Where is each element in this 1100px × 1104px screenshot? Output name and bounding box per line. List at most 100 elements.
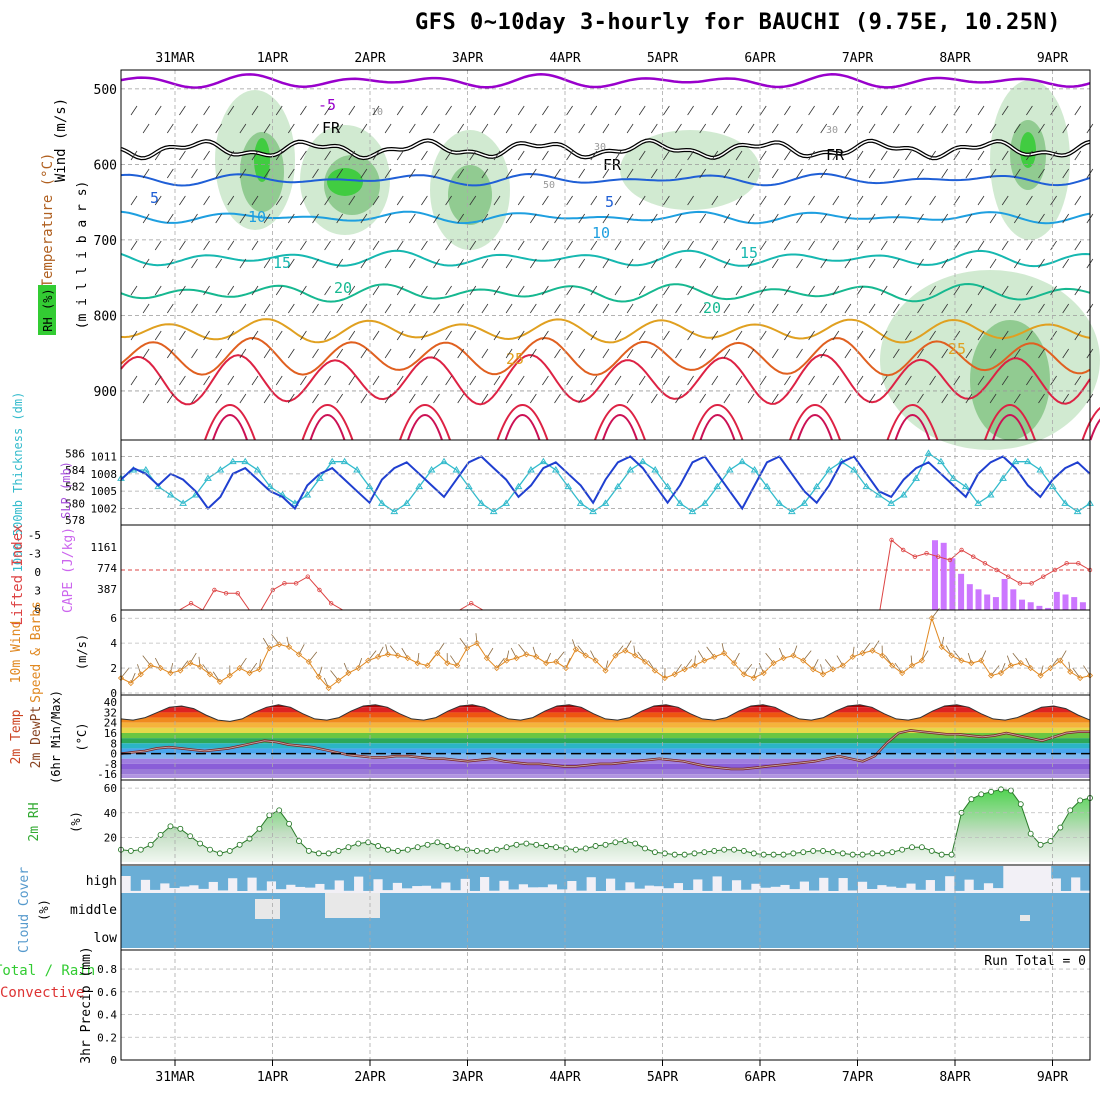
- wind-barb: [688, 241, 694, 250]
- wind-barb: [784, 196, 790, 205]
- wind-barb: [409, 214, 415, 223]
- wind-barb: [216, 394, 222, 403]
- contour-label: 30: [594, 142, 606, 153]
- high-cloud-bar: [567, 866, 577, 881]
- temp-band: [121, 769, 1090, 774]
- hot-dome-contour: [603, 415, 637, 440]
- high-cloud-bar: [460, 866, 470, 879]
- cape-axis-label: CAPE (J/kg): [61, 527, 76, 613]
- wind-barb: [881, 196, 887, 205]
- rh-point: [633, 841, 638, 846]
- wind-barb: [760, 151, 766, 160]
- wind-barb: [446, 376, 452, 385]
- hot-dome-contour: [205, 405, 255, 440]
- high-cloud-bar: [402, 866, 412, 888]
- wind-barb: [978, 151, 984, 160]
- rh-point: [880, 851, 885, 856]
- wind-barb: [663, 331, 669, 340]
- wind-barb: [567, 106, 573, 115]
- rh-point: [188, 834, 193, 839]
- li-tick-label: -3: [28, 548, 41, 561]
- wind-barb: [434, 349, 440, 358]
- rh-point: [504, 845, 509, 850]
- cape-bar: [976, 589, 982, 610]
- high-cloud-bar: [945, 866, 955, 876]
- wind-barb: [143, 304, 149, 313]
- wind-barb: [603, 259, 609, 268]
- wind-barb: [833, 196, 839, 205]
- wind-barb: [385, 349, 391, 358]
- wind-barb: [809, 106, 815, 115]
- wind-barb: [978, 241, 984, 250]
- wind-barb: [409, 349, 415, 358]
- wind-barb: [361, 304, 367, 313]
- wind-barb: [421, 106, 427, 115]
- wind-barb: [1075, 106, 1081, 115]
- contour-label: FR: [322, 119, 341, 137]
- wind-barb: [1051, 241, 1057, 250]
- high-cloud-bar: [683, 866, 693, 890]
- cloud-high-label: high: [86, 874, 117, 889]
- wind-barb: [143, 124, 149, 133]
- hot-dome-contour: [790, 405, 840, 440]
- wind-barb: [542, 241, 548, 250]
- high-cloud-bar: [819, 866, 829, 878]
- wind-barb: [216, 349, 222, 358]
- wind-barb: [300, 241, 306, 250]
- high-cloud-bar: [160, 866, 170, 883]
- contour-label: 15: [740, 244, 758, 262]
- wind-barb: [809, 286, 815, 295]
- cloud-axis-label: Cloud Cover: [17, 867, 32, 953]
- wind-barb: [797, 259, 803, 268]
- wind-barb: [446, 286, 452, 295]
- wind-barb: [809, 196, 815, 205]
- wind-barb: [216, 304, 222, 313]
- wind-barb: [325, 241, 331, 250]
- cloud-low-label: low: [94, 931, 118, 946]
- wind-barb: [772, 304, 778, 313]
- high-cloud-bar: [916, 866, 926, 890]
- wind-barb: [784, 151, 790, 160]
- rh-point: [554, 845, 559, 850]
- wind-barb: [204, 241, 210, 250]
- pressure-tick-label: 900: [94, 385, 117, 400]
- wind-barb: [1063, 214, 1069, 223]
- rh-point: [643, 846, 648, 851]
- wind-barb: [361, 394, 367, 403]
- wind-barb: [833, 241, 839, 250]
- hot-dome-contour: [213, 415, 247, 440]
- rh-point: [287, 821, 292, 826]
- wind-barb: [869, 259, 875, 268]
- wind-barb: [772, 124, 778, 133]
- wind-barb: [434, 124, 440, 133]
- wind-barb: [651, 304, 657, 313]
- li-axis-label: Lifted Index: [10, 524, 26, 625]
- rh-point: [910, 845, 915, 850]
- wind-barb: [663, 286, 669, 295]
- wind-barb: [1002, 241, 1008, 250]
- date-label-bottom: 2APR: [354, 1070, 385, 1085]
- wind-barb: [555, 124, 561, 133]
- rh-point: [128, 848, 133, 853]
- rh-point: [425, 842, 430, 847]
- temp-band: [121, 748, 1090, 753]
- high-cloud-bar: [664, 866, 674, 888]
- high-cloud-bar: [354, 866, 364, 877]
- slp-tick-label: 1011: [91, 451, 118, 464]
- high-cloud-bar: [528, 866, 538, 887]
- high-cloud-bar: [722, 866, 732, 891]
- rh-point: [771, 852, 776, 857]
- wind-barb: [276, 241, 282, 250]
- wind-barb: [760, 376, 766, 385]
- cloud-gap: [325, 893, 380, 918]
- temp-band: [121, 712, 1090, 717]
- high-cloud-bar: [169, 866, 179, 888]
- wind-barb: [179, 151, 185, 160]
- rh-point: [969, 797, 974, 802]
- high-cloud-bar: [363, 866, 373, 891]
- high-cloud-bar: [1061, 866, 1071, 891]
- wind-barb: [869, 304, 875, 313]
- wind-barb: [349, 376, 355, 385]
- rh-point: [465, 847, 470, 852]
- high-cloud-bar: [809, 866, 819, 891]
